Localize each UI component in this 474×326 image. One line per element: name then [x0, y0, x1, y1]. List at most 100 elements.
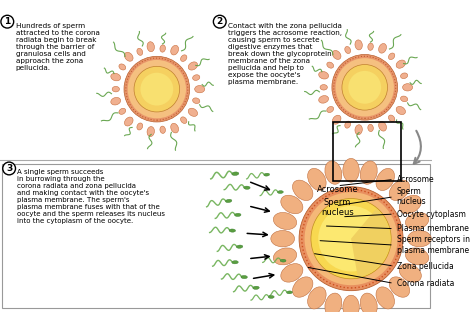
Ellipse shape: [119, 108, 126, 114]
Circle shape: [1, 15, 14, 28]
Ellipse shape: [355, 125, 362, 135]
Text: Oocyte cytoplasm: Oocyte cytoplasm: [397, 210, 465, 218]
Text: Contact with the zona pellucida
triggers the acrosome reaction,
causing sperm to: Contact with the zona pellucida triggers…: [228, 22, 342, 84]
Text: Sperm
nucleus: Sperm nucleus: [397, 187, 426, 206]
Ellipse shape: [280, 259, 286, 262]
Circle shape: [124, 56, 190, 122]
Circle shape: [140, 73, 173, 106]
Ellipse shape: [401, 96, 408, 102]
Circle shape: [336, 58, 394, 116]
Text: Hundreds of sperm
attracted to the corona
radiata begin to break
through the bar: Hundreds of sperm attracted to the coron…: [16, 22, 100, 70]
Ellipse shape: [405, 213, 429, 230]
Ellipse shape: [188, 62, 198, 70]
Ellipse shape: [396, 106, 405, 114]
Ellipse shape: [147, 42, 155, 52]
Ellipse shape: [327, 107, 334, 112]
Ellipse shape: [281, 264, 303, 282]
Ellipse shape: [345, 121, 351, 128]
Circle shape: [348, 71, 381, 104]
Ellipse shape: [308, 287, 326, 309]
Bar: [333, 122, 401, 181]
Ellipse shape: [271, 230, 294, 247]
Circle shape: [213, 15, 226, 28]
Text: Plasma membrane: Plasma membrane: [397, 224, 468, 233]
Ellipse shape: [319, 96, 328, 103]
Wedge shape: [351, 209, 390, 277]
Ellipse shape: [125, 117, 133, 126]
Ellipse shape: [320, 84, 328, 90]
Ellipse shape: [287, 291, 292, 294]
Ellipse shape: [332, 115, 341, 124]
Ellipse shape: [376, 287, 394, 309]
Ellipse shape: [396, 60, 405, 68]
Text: Sperm
nucleus: Sperm nucleus: [321, 198, 354, 217]
Ellipse shape: [308, 169, 326, 190]
Ellipse shape: [195, 85, 205, 93]
Ellipse shape: [264, 173, 270, 176]
Ellipse shape: [343, 158, 359, 182]
Ellipse shape: [137, 123, 143, 130]
Ellipse shape: [402, 84, 412, 91]
Ellipse shape: [292, 180, 313, 200]
Circle shape: [311, 199, 391, 279]
Text: A single sperm succeeds
in burrowing through the
corona radiata and zona pelluci: A single sperm succeeds in burrowing thr…: [18, 170, 165, 224]
Circle shape: [3, 162, 16, 175]
Text: 3: 3: [6, 164, 12, 173]
Ellipse shape: [332, 51, 341, 59]
Ellipse shape: [241, 275, 247, 279]
Circle shape: [299, 187, 403, 291]
Ellipse shape: [389, 115, 395, 122]
Ellipse shape: [401, 73, 408, 79]
Ellipse shape: [125, 52, 133, 61]
Circle shape: [128, 60, 186, 118]
Ellipse shape: [111, 97, 121, 105]
Ellipse shape: [111, 73, 121, 81]
Ellipse shape: [405, 248, 429, 265]
Circle shape: [332, 54, 398, 120]
Text: Corona radiata: Corona radiata: [397, 279, 454, 288]
Ellipse shape: [226, 199, 232, 202]
Ellipse shape: [311, 199, 391, 279]
Ellipse shape: [360, 293, 377, 317]
Ellipse shape: [360, 161, 377, 184]
Ellipse shape: [389, 277, 410, 297]
Ellipse shape: [137, 48, 143, 55]
Ellipse shape: [160, 45, 165, 52]
Ellipse shape: [325, 161, 342, 184]
Ellipse shape: [319, 71, 328, 79]
Text: Zona pellucida: Zona pellucida: [397, 261, 454, 271]
Ellipse shape: [399, 264, 421, 282]
Circle shape: [305, 192, 398, 285]
Ellipse shape: [273, 248, 297, 265]
Ellipse shape: [355, 40, 362, 50]
Text: 2: 2: [217, 17, 223, 26]
Text: 1: 1: [4, 17, 10, 26]
Ellipse shape: [408, 230, 431, 247]
Ellipse shape: [192, 75, 200, 81]
Ellipse shape: [188, 108, 198, 116]
Ellipse shape: [171, 123, 179, 133]
Ellipse shape: [229, 229, 236, 232]
Ellipse shape: [147, 126, 155, 137]
Bar: [2, 164, 430, 308]
Text: Sperm receptors in
plasma membrane: Sperm receptors in plasma membrane: [397, 235, 470, 255]
Ellipse shape: [253, 286, 259, 289]
Ellipse shape: [119, 64, 126, 70]
Ellipse shape: [160, 126, 165, 133]
Ellipse shape: [343, 295, 359, 319]
Ellipse shape: [399, 195, 421, 214]
Ellipse shape: [327, 62, 334, 68]
Ellipse shape: [235, 213, 241, 216]
Circle shape: [134, 67, 180, 112]
Ellipse shape: [273, 213, 297, 230]
Ellipse shape: [192, 98, 200, 104]
Ellipse shape: [325, 293, 342, 317]
Ellipse shape: [376, 169, 394, 190]
Ellipse shape: [379, 44, 386, 53]
Ellipse shape: [368, 124, 374, 132]
Ellipse shape: [345, 47, 351, 53]
Ellipse shape: [232, 261, 238, 264]
Ellipse shape: [181, 55, 187, 61]
Ellipse shape: [389, 180, 410, 200]
Ellipse shape: [244, 186, 250, 189]
